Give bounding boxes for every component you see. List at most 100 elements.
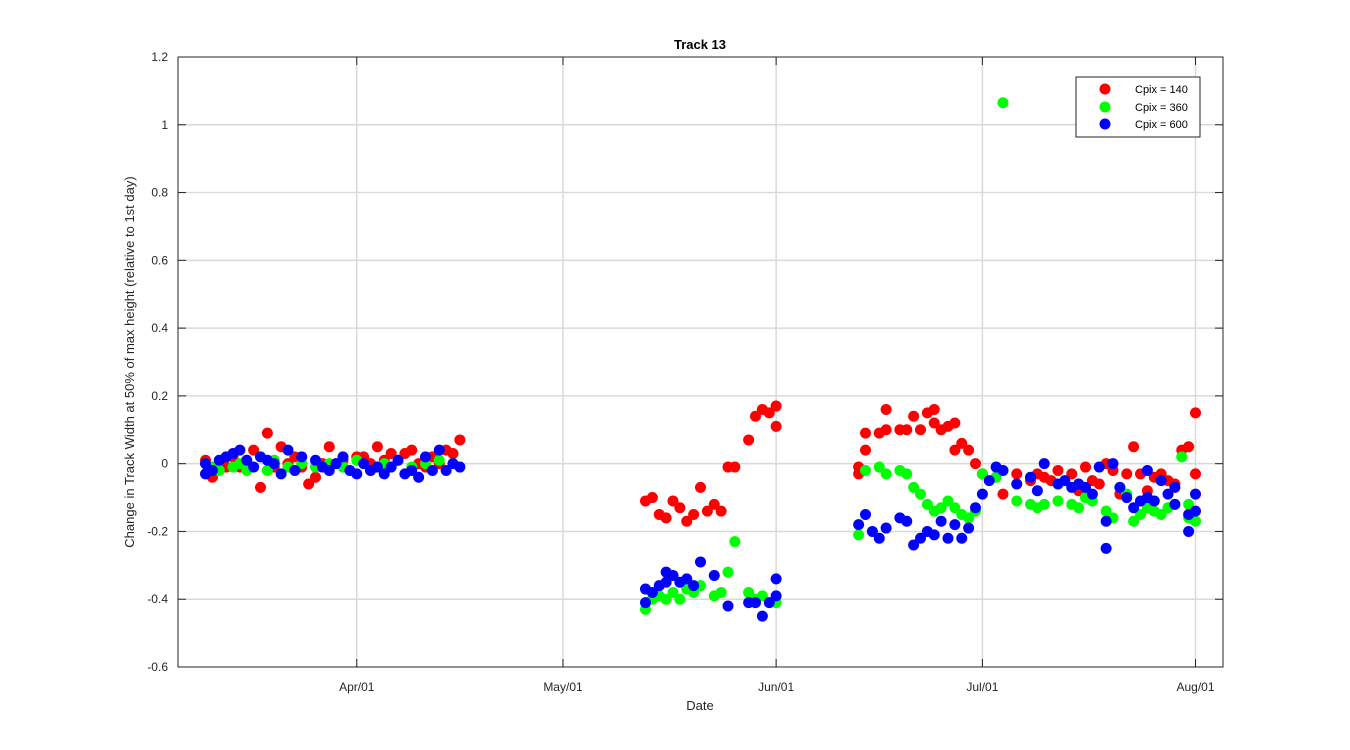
- data-point: [708, 498, 720, 510]
- data-point: [1128, 515, 1140, 527]
- data-point: [949, 417, 961, 429]
- data-point: [1128, 441, 1140, 453]
- data-point: [1183, 498, 1195, 510]
- data-point: [667, 495, 679, 507]
- data-point: [289, 464, 301, 476]
- plot-background: [178, 57, 1223, 667]
- data-point: [1038, 498, 1050, 510]
- data-point: [667, 570, 679, 581]
- data-point: [756, 590, 768, 602]
- data-point: [1128, 502, 1140, 514]
- data-point: [853, 529, 865, 541]
- data-point: [1190, 505, 1201, 517]
- data-point: [956, 437, 968, 449]
- data-point: [454, 434, 466, 446]
- data-point: [708, 570, 720, 581]
- data-point: [646, 492, 658, 504]
- data-point: [426, 464, 438, 476]
- data-point: [1114, 481, 1126, 493]
- plot-frame: [177, 56, 1224, 668]
- data-point: [1025, 471, 1036, 483]
- y-tick-label: -0.4: [147, 592, 168, 606]
- data-point: [1052, 464, 1064, 476]
- data-point: [729, 536, 741, 548]
- data-point: [750, 597, 761, 609]
- data-point: [433, 444, 445, 456]
- y-tick-label: 0.4: [151, 321, 168, 335]
- data-point: [406, 464, 418, 476]
- data-point: [447, 448, 459, 459]
- data-point: [1100, 505, 1112, 517]
- data-point: [963, 522, 975, 534]
- data-point: [873, 532, 885, 544]
- data-point: [722, 600, 734, 612]
- data-point: [750, 410, 761, 422]
- data-point: [763, 407, 775, 419]
- data-point: [915, 532, 926, 544]
- data-point: [908, 481, 920, 493]
- legend-label-cpix-600: Cpix = 600: [1135, 119, 1188, 131]
- data-point: [261, 464, 273, 476]
- data-point: [1148, 495, 1160, 507]
- data-point: [688, 509, 700, 520]
- data-point: [942, 532, 954, 544]
- data-point: [1100, 542, 1112, 554]
- data-point: [660, 593, 672, 605]
- data-point: [908, 410, 920, 422]
- data-point: [310, 471, 321, 483]
- data-point: [646, 586, 658, 598]
- data-point: [701, 505, 713, 517]
- data-point: [1176, 451, 1188, 463]
- data-point: [406, 444, 418, 456]
- legend-label-cpix-140: Cpix = 140: [1135, 84, 1188, 96]
- data-point: [200, 458, 211, 470]
- data-point: [1093, 461, 1105, 473]
- data-point: [1038, 458, 1050, 470]
- data-point: [1066, 468, 1078, 480]
- data-point: [1121, 468, 1133, 480]
- data-point: [234, 444, 246, 456]
- data-point: [976, 488, 988, 500]
- legend-marker-cpix-140: [1099, 83, 1111, 95]
- data-point: [866, 525, 878, 537]
- data-point: [371, 461, 383, 473]
- data-point: [921, 498, 933, 510]
- data-point: [323, 464, 335, 476]
- data-point: [1011, 495, 1023, 507]
- data-point: [942, 495, 954, 507]
- data-point: [1141, 464, 1153, 476]
- data-point: [915, 424, 926, 436]
- data-point: [997, 488, 1009, 500]
- data-point: [1135, 509, 1146, 520]
- data-point: [770, 573, 782, 585]
- data-point: [667, 586, 679, 598]
- data-point: [970, 502, 981, 514]
- data-point: [901, 515, 913, 527]
- data-point: [1183, 525, 1195, 537]
- data-point: [729, 461, 741, 473]
- data-point: [1155, 509, 1167, 520]
- y-tick-label: 1.2: [151, 50, 168, 64]
- series-group: [200, 444, 1201, 622]
- data-points: [200, 97, 1201, 622]
- y-tick-label: 0.2: [151, 389, 168, 403]
- data-point: [1011, 468, 1023, 480]
- data-point: [935, 515, 947, 527]
- data-point: [722, 566, 734, 578]
- data-point: [949, 502, 961, 514]
- data-point: [303, 478, 315, 490]
- data-point: [1080, 461, 1091, 473]
- data-point: [255, 481, 266, 493]
- x-tick-label: Jun/01: [758, 680, 794, 694]
- data-point: [860, 509, 871, 520]
- data-point: [310, 454, 321, 466]
- data-point: [928, 529, 940, 541]
- data-point: [1169, 498, 1181, 510]
- data-point: [1162, 488, 1174, 500]
- x-tick-label: Jul/01: [966, 680, 998, 694]
- data-point: [1190, 488, 1201, 500]
- data-point: [743, 434, 755, 446]
- data-point: [296, 451, 308, 463]
- chart-title: Track 13: [674, 37, 726, 52]
